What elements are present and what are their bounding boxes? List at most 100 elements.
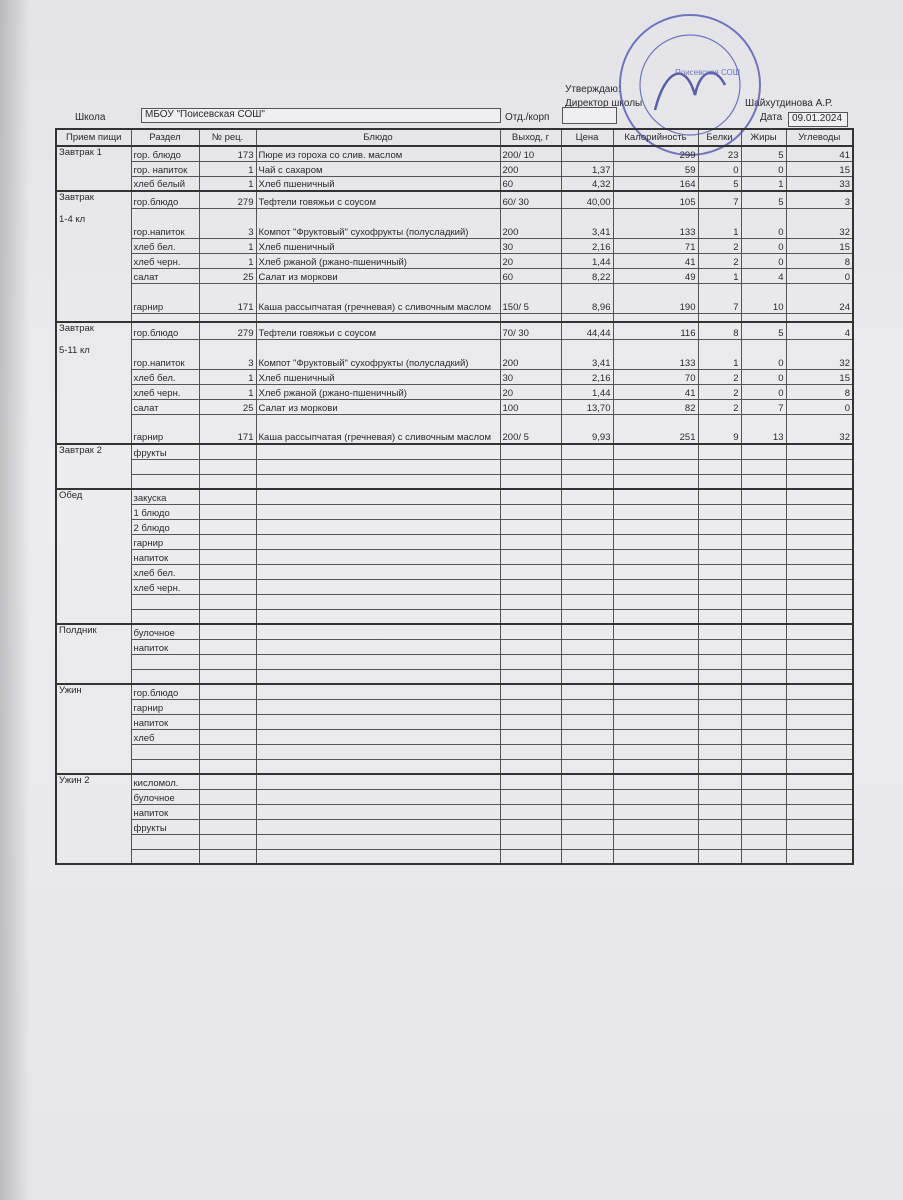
cell-calories bbox=[612, 728, 699, 745]
cell-recipe-no bbox=[198, 503, 257, 520]
meal-name: Ужин bbox=[55, 683, 132, 774]
cell-recipe-no bbox=[198, 533, 257, 550]
cell-recipe-no bbox=[198, 548, 257, 565]
cell-carbs: 24 bbox=[785, 282, 854, 314]
cell-protein bbox=[697, 443, 742, 460]
cell-protein bbox=[697, 503, 742, 520]
table-row bbox=[56, 758, 854, 775]
cell-carbs bbox=[785, 443, 854, 460]
cell-recipe-no bbox=[198, 668, 257, 685]
cell-recipe-no bbox=[198, 578, 257, 595]
cell-carbs: 15 bbox=[785, 368, 854, 385]
cell-protein: 1 bbox=[697, 267, 742, 284]
cell-recipe-no bbox=[198, 773, 257, 790]
cell-fat: 1 bbox=[740, 175, 787, 192]
cell-calories bbox=[612, 803, 699, 820]
school-label: Школа bbox=[75, 112, 106, 123]
meal-name: Обед bbox=[55, 488, 132, 624]
cell-yield bbox=[499, 848, 562, 865]
cell-yield bbox=[499, 638, 562, 655]
cell-section bbox=[130, 473, 200, 490]
cell-yield: 60 bbox=[499, 175, 562, 192]
cell-carbs: 4 bbox=[785, 321, 854, 340]
table-row: хлеб черн. 1 Хлеб ржаной (ржано-пшеничный)… bbox=[56, 252, 854, 269]
cell-fat bbox=[740, 788, 787, 805]
cell-section bbox=[130, 668, 200, 685]
cell-carbs: 15 bbox=[785, 237, 854, 254]
cell-calories bbox=[612, 773, 699, 790]
cell-calories bbox=[612, 758, 699, 775]
cell-carbs bbox=[785, 548, 854, 565]
cell-price bbox=[560, 818, 614, 835]
table-row: хлеб bbox=[56, 728, 854, 745]
meal-name: Завтрак 1 bbox=[55, 145, 132, 191]
cell-section: хлеб bbox=[130, 728, 200, 745]
cell-calories bbox=[612, 458, 699, 475]
table-row: Завтрак 1-4 кл гор.блюдо 279 Тефтели говяжь… bbox=[55, 190, 854, 322]
cell-fat bbox=[740, 488, 787, 505]
cell-protein bbox=[697, 533, 742, 550]
cell-fat: 5 bbox=[740, 190, 787, 209]
cell-protein bbox=[697, 788, 742, 805]
cell-carbs bbox=[785, 623, 854, 640]
cell-price: 8,96 bbox=[560, 282, 614, 314]
cell-dish bbox=[255, 518, 501, 535]
cell-carbs bbox=[785, 758, 854, 775]
cell-protein bbox=[697, 593, 742, 610]
cell-section bbox=[130, 608, 200, 625]
cell-carbs bbox=[785, 312, 854, 323]
cell-protein bbox=[697, 548, 742, 565]
cell-calories: 133 bbox=[612, 338, 699, 370]
cell-protein bbox=[697, 758, 742, 775]
cell-yield bbox=[499, 473, 562, 490]
cell-protein: 7 bbox=[697, 190, 742, 209]
cell-carbs: 15 bbox=[785, 160, 854, 177]
cell-carbs bbox=[785, 533, 854, 550]
cell-price: 13,70 bbox=[560, 398, 614, 415]
table-row: напиток bbox=[56, 548, 854, 565]
cell-yield: 200/ 10 bbox=[499, 145, 562, 162]
cell-carbs bbox=[785, 668, 854, 685]
cell-price bbox=[560, 593, 614, 610]
cell-protein bbox=[697, 312, 742, 323]
cell-fat bbox=[740, 758, 787, 775]
cell-section: фрукты bbox=[130, 818, 200, 835]
table-row: гарнир 171 Каша рассыпчатая (гречневая) с … bbox=[56, 413, 854, 445]
table-row bbox=[56, 458, 854, 475]
cell-yield bbox=[499, 833, 562, 850]
cell-price bbox=[560, 683, 614, 700]
cell-dish bbox=[255, 473, 501, 490]
table-row: хлеб бел. 1 Хлеб пшеничный 30 2,16 71 2 0 15 bbox=[56, 237, 854, 254]
cell-protein bbox=[697, 623, 742, 640]
cell-fat: 5 bbox=[740, 321, 787, 340]
cell-dish bbox=[255, 728, 501, 745]
cell-calories bbox=[612, 848, 699, 865]
cell-price bbox=[560, 488, 614, 505]
cell-recipe-no bbox=[198, 623, 257, 640]
cell-protein bbox=[697, 458, 742, 475]
cell-section: булочное bbox=[130, 788, 200, 805]
cell-dish: Чай с сахаром bbox=[255, 160, 501, 177]
cell-dish: Хлеб пшеничный bbox=[255, 368, 501, 385]
cell-fat bbox=[740, 683, 787, 700]
cell-recipe-no: 1 bbox=[198, 175, 257, 192]
column-header: Жиры bbox=[740, 128, 787, 147]
table-row: гор. напиток 1 Чай с сахаром 200 1,37 59 0 0 15 bbox=[56, 160, 854, 177]
cell-dish bbox=[255, 653, 501, 670]
cell-recipe-no: 3 bbox=[198, 338, 257, 370]
cell-carbs bbox=[785, 788, 854, 805]
cell-carbs bbox=[785, 818, 854, 835]
cell-price: 3,41 bbox=[560, 207, 614, 239]
cell-recipe-no bbox=[198, 312, 257, 323]
cell-protein bbox=[697, 638, 742, 655]
cell-section: салат bbox=[130, 267, 200, 284]
cell-protein bbox=[697, 818, 742, 835]
cell-calories: 41 bbox=[612, 383, 699, 400]
cell-section: хлеб бел. bbox=[130, 237, 200, 254]
cell-fat bbox=[740, 743, 787, 760]
cell-price: 4,32 bbox=[560, 175, 614, 192]
cell-dish bbox=[255, 638, 501, 655]
cell-fat: 0 bbox=[740, 207, 787, 239]
table-row: 1 блюдо bbox=[56, 503, 854, 520]
cell-carbs: 41 bbox=[785, 145, 854, 162]
